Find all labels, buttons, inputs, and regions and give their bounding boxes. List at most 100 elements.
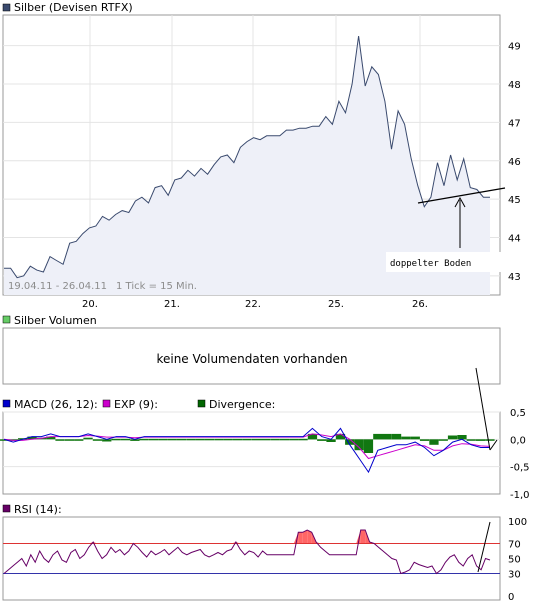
price-y-tick-label: 46: [508, 157, 521, 168]
rsi-plot-frame: [2, 516, 501, 601]
macd-divergence-bar: [214, 438, 224, 441]
rsi-line: [3, 529, 491, 575]
price-x-tick-label: 26.: [412, 299, 428, 310]
macd-divergence-bar: [158, 438, 168, 441]
macd-divergence-bar: [457, 435, 467, 440]
macd-y-tick-label: 0,0: [510, 435, 526, 446]
rsi-annotation-line: [477, 521, 491, 573]
price-line: [4, 36, 490, 279]
macd-divergence-bar: [476, 439, 486, 441]
rsi-overbought-fill: [88, 530, 375, 544]
price-x-tick-label: 22.: [245, 299, 261, 310]
divergence-legend-swatch: [197, 399, 206, 408]
volume-legend-swatch: [2, 315, 11, 324]
macd-divergence-bar: [363, 439, 374, 453]
macd-y-tick-label: -1,0: [510, 490, 530, 501]
volume-empty-message: keine Volumendaten vorhanden: [156, 352, 347, 366]
macd-divergence-bar: [46, 436, 56, 440]
rsi-overbought-segment: [293, 532, 299, 544]
macd-divergence-bar: [92, 439, 103, 441]
volume-title: Silber Volumen: [14, 314, 97, 327]
rsi-y-tick-label: 100: [508, 517, 527, 528]
price-y-tick-label: 45: [508, 195, 521, 206]
macd-divergence-bar: [27, 436, 37, 440]
macd-divergence-bar: [111, 438, 121, 441]
macd-divergence-bar: [242, 438, 252, 441]
rsi-y-tick-label: 30: [508, 570, 521, 581]
rsi-overbought-segment: [298, 532, 303, 544]
macd-divergence-bar: [289, 438, 299, 441]
macd-plot-frame: [2, 411, 501, 495]
rsi-title: RSI (14):: [14, 503, 62, 516]
macd-divergence-bar: [373, 433, 383, 440]
price-y-tick-label: 44: [508, 233, 521, 244]
macd-divergence-bar: [102, 439, 112, 442]
macd-divergence-bar: [270, 438, 280, 441]
macd-line: [3, 427, 490, 474]
price-x-tick-label: 25.: [328, 299, 344, 310]
macd-divergence-bar: [251, 438, 261, 441]
macd-divergence-bar: [419, 439, 430, 441]
price-y-ticks: 43 44 45 46 47 48 49: [508, 42, 521, 283]
macd-divergence-bar: [176, 438, 187, 441]
macd-annotation-line-a: [475, 367, 491, 451]
price-x-tick-label: 20.: [82, 299, 98, 310]
macd-divergence-bar: [335, 433, 346, 440]
price-y-tick-label: 48: [508, 80, 521, 91]
macd-divergence-bar: [0, 439, 9, 441]
macd-divergence-bar: [485, 439, 495, 441]
rsi-overbought-segment: [307, 530, 312, 544]
macd-divergence-bar: [391, 433, 402, 440]
macd-divergence-bar: [204, 438, 215, 441]
macd-divergence-bar: [83, 437, 93, 440]
volume-plot-frame: [2, 327, 501, 385]
macd-legend-swatch: [2, 399, 11, 408]
rsi-legend-swatch: [2, 504, 11, 513]
tick-interval-note: 1 Tick = 15 Min.: [116, 281, 197, 292]
macd-divergence-bar: [317, 439, 327, 441]
price-y-tick-label: 49: [508, 42, 521, 53]
divergence-legend-label: Divergence:: [209, 398, 275, 411]
macd-divergence-bar: [233, 438, 243, 441]
macd-divergence-bar: [307, 433, 318, 440]
annotation-arrow-head: [454, 196, 466, 208]
macd-divergence-bar: [148, 438, 159, 441]
macd-divergence-bar: [261, 438, 271, 441]
price-legend-swatch: [2, 3, 11, 12]
macd-divergence-bar: [438, 439, 448, 441]
price-title: Silber (Devisen RTFX): [14, 1, 133, 14]
macd-divergence-bar: [130, 439, 140, 441]
macd-divergence-bar: [326, 439, 336, 442]
macd-divergence-bar: [139, 438, 149, 441]
rsi-y-tick-label: 70: [508, 540, 521, 551]
macd-divergence-bar: [447, 435, 458, 440]
price-area: [4, 36, 490, 295]
macd-divergence-bar: [186, 438, 196, 441]
macd-divergence-bar: [223, 438, 233, 441]
macd-divergence-bar: [298, 438, 308, 441]
price-y-tick-label: 47: [508, 118, 521, 129]
rsi-overbought-segment: [360, 530, 366, 544]
macd-divergence-bar: [354, 439, 364, 451]
rsi-y-tick-label: 0: [508, 592, 514, 603]
price-y-tick-label: 43: [508, 272, 521, 283]
macd-divergence-bar: [466, 439, 476, 441]
macd-y-ticks: 0,5 0,0 -0,5 -1,0: [510, 408, 530, 501]
exp-legend-swatch: [102, 399, 111, 408]
rsi-overbought-segment: [356, 530, 361, 544]
support-trendline: [417, 187, 506, 204]
annotation-label: doppelter Boden: [390, 259, 471, 269]
macd-divergence-bar: [64, 439, 75, 441]
price-x-tick-label: 21.: [164, 299, 180, 310]
macd-divergence-bar: [345, 439, 355, 445]
date-range-note: 19.04.11 - 26.04.11: [8, 281, 107, 292]
annotation-label-bg: [386, 252, 502, 272]
macd-divergence-bar: [382, 433, 392, 440]
macd-divergence-bar: [120, 438, 131, 441]
macd-y-tick-label: -0,5: [510, 463, 530, 474]
macd-divergence-bar: [279, 438, 289, 441]
macd-divergence-bar: [410, 436, 420, 440]
price-x-ticks: 20. 21. 22. 25. 26.: [82, 299, 428, 310]
